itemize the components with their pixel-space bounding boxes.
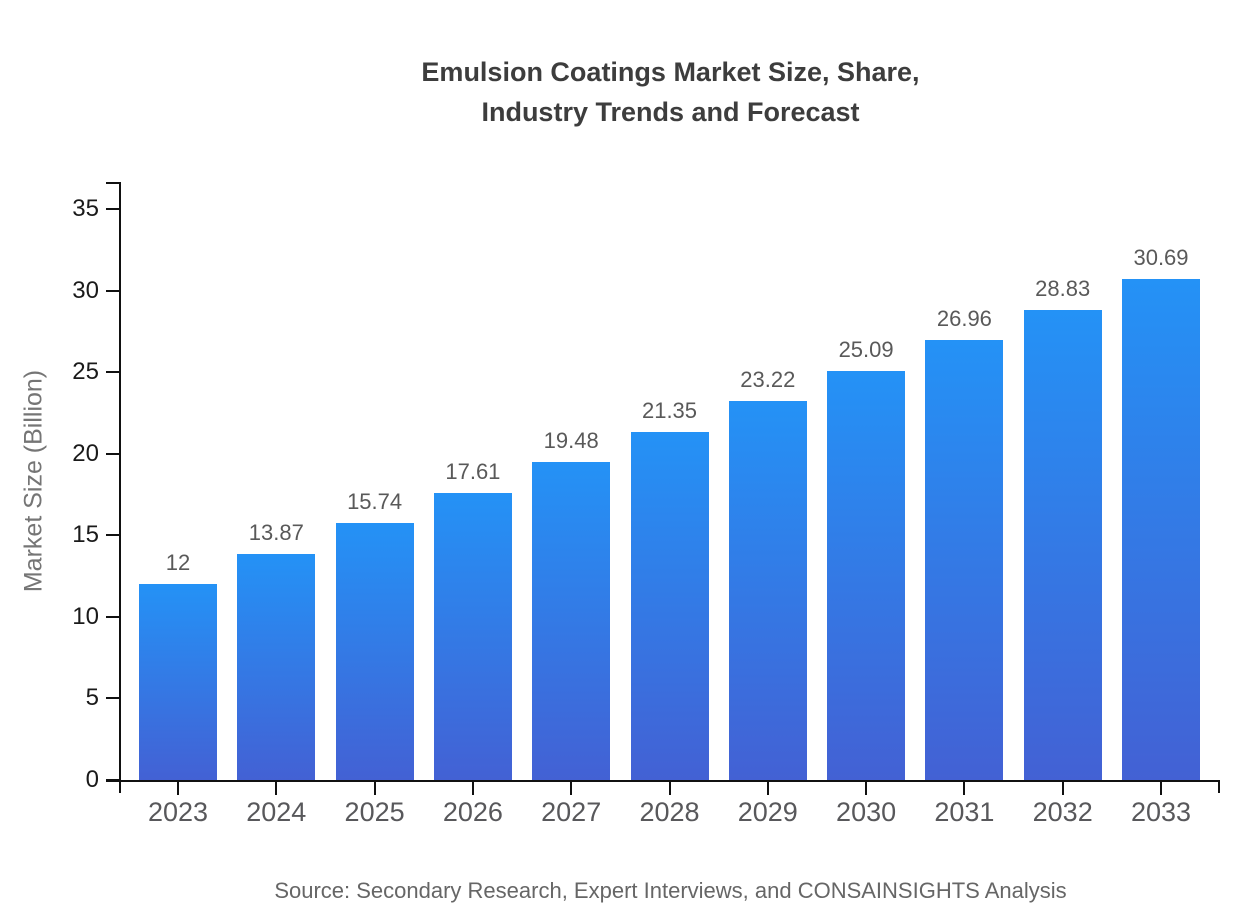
- y-tick: [106, 697, 119, 700]
- chart-title: Emulsion Coatings Market Size, Share, In…: [421, 57, 920, 127]
- x-tick: [373, 780, 376, 795]
- y-axis-end-tick: [106, 182, 119, 184]
- bar: [630, 431, 709, 780]
- y-tick-label: 25: [72, 358, 99, 386]
- x-tick-label: 2023: [147, 797, 209, 827]
- bar: [827, 370, 906, 780]
- bar-value-label: 28.83: [1035, 275, 1091, 301]
- bar-value-label: 15.74: [347, 489, 403, 515]
- y-tick-label: 30: [72, 276, 99, 304]
- x-axis-line: [106, 780, 1220, 782]
- x-tick: [1160, 780, 1162, 795]
- bar: [237, 553, 316, 780]
- bar-value-label: 12: [165, 550, 191, 576]
- source-note: Source: Secondary Research, Expert Inter…: [274, 878, 1067, 903]
- y-tick: [106, 534, 119, 537]
- y-tick-label: 20: [72, 439, 99, 467]
- y-tick-label: 35: [72, 195, 99, 222]
- y-tick: [106, 371, 119, 374]
- x-tick: [471, 780, 474, 795]
- x-tick: [275, 780, 278, 795]
- y-tick-label: 10: [72, 602, 99, 630]
- y-axis-spine: [119, 182, 121, 793]
- x-tick-label: 2032: [1032, 797, 1093, 827]
- bar: [433, 492, 512, 780]
- x-tick-label: 2033: [1130, 797, 1192, 827]
- bar: [1122, 279, 1200, 780]
- y-tick: [106, 779, 119, 781]
- x-tick: [766, 780, 769, 795]
- bar: [1023, 309, 1102, 780]
- bar: [532, 462, 611, 780]
- x-tick: [963, 780, 966, 795]
- y-tick: [106, 452, 119, 455]
- bar-value-label: 30.69: [1133, 245, 1189, 271]
- x-tick-label: 2028: [639, 797, 700, 827]
- y-tick-label: 15: [72, 521, 99, 549]
- x-tick: [668, 780, 671, 795]
- x-tick-label: 2031: [934, 797, 995, 827]
- bar: [925, 340, 1004, 780]
- x-tick: [177, 780, 179, 795]
- x-tick-label: 2029: [737, 797, 798, 827]
- x-tick-label: 2030: [836, 797, 897, 827]
- y-tick-label: 0: [85, 766, 99, 793]
- bar: [139, 584, 217, 780]
- x-tick-label: 2026: [442, 797, 503, 827]
- bar-value-label: 13.87: [248, 519, 304, 545]
- bar-value-label: 23.22: [740, 367, 796, 393]
- y-tick: [106, 289, 119, 292]
- y-tick-label: 5: [85, 684, 99, 712]
- y-tick: [106, 208, 119, 210]
- y-tick: [106, 615, 119, 618]
- bar-value-label: 21.35: [641, 397, 698, 423]
- bar-value-label: 26.96: [936, 306, 992, 332]
- x-tick-label: 2027: [541, 797, 602, 827]
- bar-value-label: 19.48: [543, 428, 599, 454]
- y-axis-title: Market Size (Billion): [19, 369, 48, 593]
- x-tick-label: 2025: [344, 797, 405, 827]
- x-tick: [570, 780, 573, 795]
- bar: [335, 523, 414, 780]
- bar: [728, 401, 807, 780]
- bar-value-label: 25.09: [838, 336, 894, 362]
- plot-area: 0 5 10 15 20 25 30 35 12 2023 13.87 2024 15.74 2025 17…: [72, 182, 1220, 827]
- x-tick: [1061, 780, 1064, 795]
- x-tick-label: 2024: [246, 797, 307, 827]
- x-axis-end-tick: [1218, 780, 1220, 793]
- x-tick: [865, 780, 868, 795]
- bar-value-label: 17.61: [445, 458, 501, 484]
